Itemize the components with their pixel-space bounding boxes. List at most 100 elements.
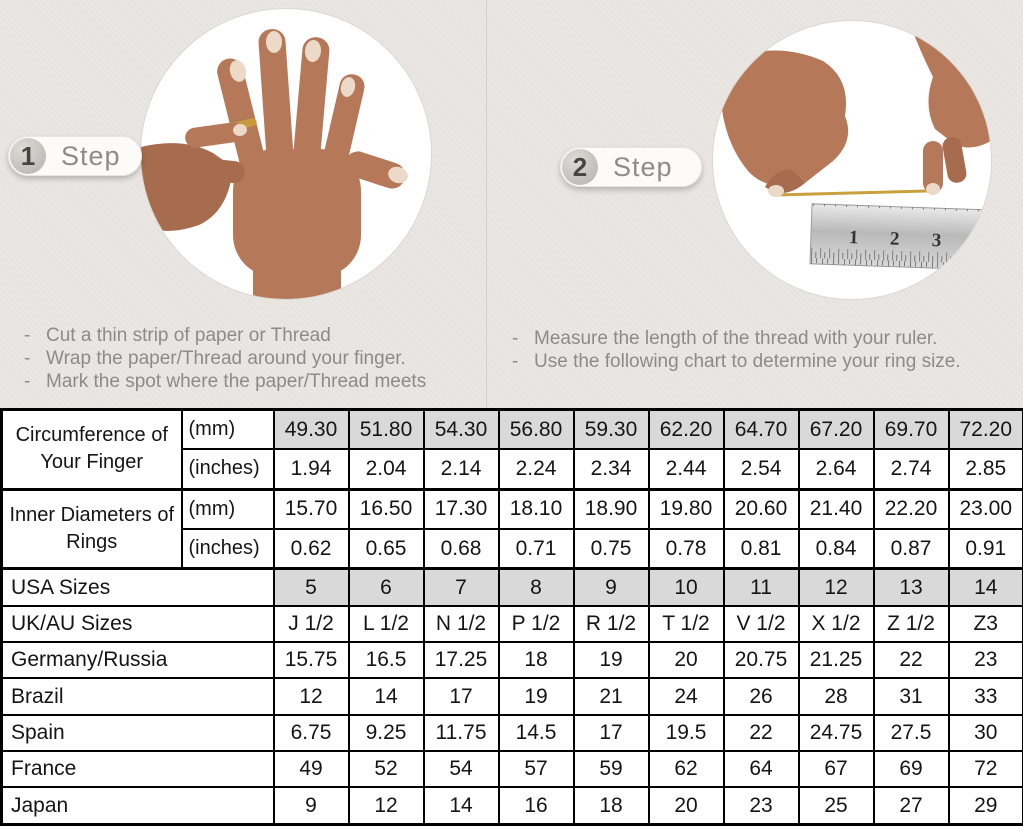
- table-cell: 23: [722, 786, 800, 826]
- table-cell: 17.30: [422, 487, 500, 530]
- table-row: UK/AU Sizes J 1/2 L 1/2 N 1/2 P 1/2 R 1/2 T 1/…: [0, 604, 1023, 644]
- table-cell: 72.20: [947, 408, 1023, 451]
- table-cell: 2.34: [572, 448, 650, 491]
- table-cell: 20.60: [722, 487, 800, 530]
- ring-size-table: Circumference of Your Finger (mm) 49.30 51.…: [0, 408, 1023, 826]
- unit-label: (inches): [180, 528, 275, 570]
- instruction-line: Measure the length of the thread with yo…: [510, 327, 961, 350]
- table-cell: 14: [947, 567, 1023, 607]
- table-row: Circumference of Your Finger (mm) 49.30 51.…: [0, 408, 1023, 491]
- table-cell: 14: [422, 786, 500, 826]
- table-cell: 59: [572, 750, 650, 789]
- row-label: Japan: [0, 786, 275, 826]
- table-cell: 12: [797, 567, 875, 607]
- table-cell: 22: [872, 641, 950, 680]
- table-cell: 62: [647, 750, 725, 789]
- table-cell: 69: [872, 750, 950, 789]
- unit-label: (inches): [180, 448, 275, 491]
- table-cell: 6: [347, 567, 425, 607]
- table-cell: 18.10: [497, 487, 575, 530]
- table-cell: 62.20: [647, 408, 725, 451]
- table-cell: P 1/2: [497, 604, 575, 644]
- table-cell: 21: [572, 677, 650, 716]
- row-label: Spain: [0, 713, 275, 753]
- table-cell: 2.85: [947, 448, 1023, 491]
- table-cell: 21.25: [797, 641, 875, 680]
- table-cell: 1.94: [272, 448, 350, 491]
- table-cell: 18: [572, 786, 650, 826]
- table-cell: 52: [347, 750, 425, 789]
- table-row: (inches) 0.62 0.65 0.68 0.71 0.75 0.78 0.81 0.84…: [2, 528, 1023, 570]
- unit-label: (mm): [180, 487, 275, 530]
- table-cell: 0.91: [947, 528, 1023, 570]
- table-cell: T 1/2: [647, 604, 725, 644]
- gold-thread: [774, 189, 928, 197]
- left-hand: [720, 50, 849, 197]
- unit-label: (mm): [180, 408, 275, 451]
- table-cell: 19: [497, 677, 575, 716]
- table-row: France 49 52 54 57 59 62 64 67 69 72: [0, 750, 1023, 789]
- measuring-with-ruler-illustration: 1 2 3: [720, 21, 991, 271]
- table-cell: Z 1/2: [872, 604, 950, 644]
- table-cell: 15.75: [272, 641, 350, 680]
- table-cell: 67.20: [797, 408, 875, 451]
- table-cell: X 1/2: [797, 604, 875, 644]
- row-label: Germany/Russia: [0, 641, 275, 680]
- step1-badge: 1 Step: [8, 136, 142, 176]
- table-cell: 29: [947, 786, 1023, 826]
- table-cell: 25: [797, 786, 875, 826]
- table-cell: 56.80: [497, 408, 575, 451]
- table-cell: 0.87: [872, 528, 950, 570]
- table-cell: 9: [272, 786, 350, 826]
- table-cell: 31: [872, 677, 950, 716]
- instruction-line: Cut a thin strip of paper or Thread: [22, 324, 426, 347]
- table-cell: 72: [947, 750, 1023, 789]
- table-cell: V 1/2: [722, 604, 800, 644]
- table-cell: 8: [497, 567, 575, 607]
- table-cell: 22: [722, 713, 800, 753]
- table-cell: 2.64: [797, 448, 875, 491]
- section-divider: [486, 0, 487, 408]
- instruction-line: Wrap the paper/Thread around your finger…: [22, 347, 426, 370]
- table-cell: 17.25: [422, 641, 500, 680]
- table-cell: 2.44: [647, 448, 725, 491]
- table-cell: 0.62: [272, 528, 350, 570]
- step2-instructions: Measure the length of the thread with yo…: [510, 327, 961, 373]
- table-cell: 33: [947, 677, 1023, 716]
- table-cell: 22.20: [872, 487, 950, 530]
- table-cell: 16: [497, 786, 575, 826]
- table-cell: 64.70: [722, 408, 800, 451]
- table-cell: 24.75: [797, 713, 875, 753]
- table-cell: 67: [797, 750, 875, 789]
- table-cell: 21.40: [797, 487, 875, 530]
- table-cell: N 1/2: [422, 604, 500, 644]
- table-cell: J 1/2: [272, 604, 350, 644]
- table-cell: 69.70: [872, 408, 950, 451]
- table-cell: 9: [572, 567, 650, 607]
- row-group-label: Circumference of Your Finger: [0, 408, 183, 491]
- table-row: Japan 9 12 14 16 18 20 23 25 27 29: [0, 786, 1023, 826]
- table-cell: 0.65: [347, 528, 425, 570]
- table-cell: 27: [872, 786, 950, 826]
- step1-label: Step: [61, 140, 121, 171]
- table-row: Spain 6.75 9.25 11.75 14.5 17 19.5 22 24.75 27.5 3…: [0, 713, 1023, 753]
- table-cell: 12: [272, 677, 350, 716]
- table-cell: 2.14: [422, 448, 500, 491]
- table-cell: 23: [947, 641, 1023, 680]
- table-cell: R 1/2: [572, 604, 650, 644]
- table-cell: 2.54: [722, 448, 800, 491]
- table-cell: 17: [422, 677, 500, 716]
- table-cell: 24: [647, 677, 725, 716]
- step1-number: 1: [10, 138, 46, 174]
- ruler-number-3: 3: [931, 230, 941, 251]
- row-group-label: Inner Diameters of Rings: [0, 487, 183, 570]
- table-cell: 54.30: [422, 408, 500, 451]
- table-cell: 20.75: [722, 641, 800, 680]
- table-cell: 14: [347, 677, 425, 716]
- table-cell: 49.30: [272, 408, 350, 451]
- step2-photo-circle: 1 2 3: [712, 20, 992, 300]
- table-cell: 18: [497, 641, 575, 680]
- table-cell: 14.5: [497, 713, 575, 753]
- ruler-graphic: 1 2 3: [809, 203, 991, 271]
- instruction-line: Use the following chart to determine you…: [510, 350, 961, 373]
